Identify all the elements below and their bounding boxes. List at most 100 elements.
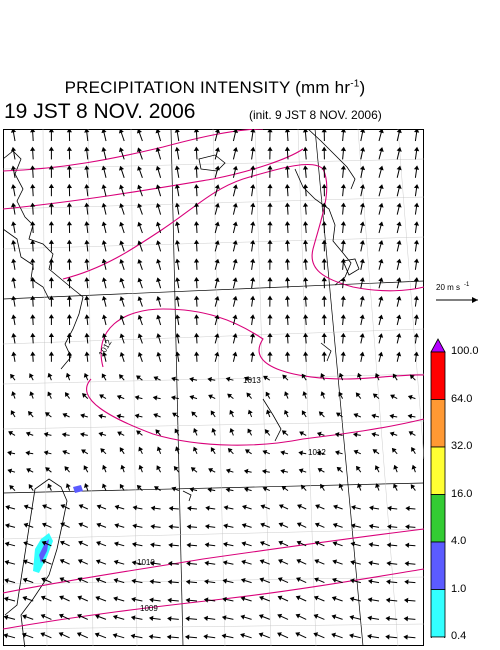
wind-vector-head (167, 597, 172, 603)
wind-vector-head (298, 468, 304, 474)
wind-vector-head (171, 376, 176, 382)
wind-vector-head (66, 202, 73, 207)
wind-vector-head (284, 129, 291, 133)
wind-vector-head (250, 165, 256, 170)
wind-vector-head (137, 240, 143, 246)
wind-vector-head (227, 448, 233, 453)
wind-vector-head (137, 333, 143, 339)
wind-vector-head (48, 129, 55, 133)
wind-vector-head (11, 184, 17, 189)
wind-vector-head (359, 351, 365, 357)
wind-vector-head (267, 314, 273, 319)
wind-vector-head (295, 632, 301, 637)
wind-vector-head (321, 129, 327, 133)
wind-vector-head (222, 541, 228, 547)
wind-vector-head (137, 184, 143, 190)
wind-vector-head (247, 409, 253, 415)
colorbar-level-label: 64.0 (451, 392, 473, 405)
wind-vector-head (277, 613, 283, 619)
wind-vector-head (48, 258, 55, 263)
isobar (86, 378, 425, 446)
wind-vector-head (150, 505, 156, 511)
colorbar-level-label: 1.0 (451, 582, 467, 595)
wind-vector-head (101, 146, 107, 152)
wind-vector-head (403, 597, 409, 603)
wind-vector-head (186, 560, 191, 567)
wind-vector-head (334, 431, 340, 438)
wind-vector-head (396, 221, 402, 227)
wind-vector-head (64, 466, 70, 471)
wind-vector-head (193, 183, 200, 189)
wind-vector-head (250, 221, 256, 226)
wind-vector-head (100, 448, 106, 453)
wind-vector-head (357, 483, 362, 488)
wind-vector-head (204, 579, 209, 585)
wind-vector-head (174, 202, 180, 208)
wind-vector-head (119, 184, 124, 190)
wind-vector-head (284, 146, 291, 151)
wind-vector-head (66, 129, 73, 133)
wind-vector-head (119, 221, 125, 227)
wind-vector-head (214, 333, 220, 338)
wind-vector-head (186, 524, 192, 530)
wind-vector-head (261, 469, 267, 475)
wind-vector-head (137, 296, 143, 301)
wind-vector-head (369, 505, 374, 511)
wind-vector-head (267, 202, 273, 207)
wind-vector-head (83, 372, 89, 378)
wind-vector-head (408, 431, 414, 436)
wind-vector-head (250, 295, 256, 301)
wind-vector-head (403, 616, 409, 622)
wind-vector-head (173, 465, 179, 471)
wind-vector-head (116, 413, 121, 419)
wind-vector-head (43, 431, 49, 438)
wind-vector-head (191, 411, 197, 417)
wind-vector-head (404, 579, 409, 585)
wind-vector-head (189, 487, 195, 493)
wind-vector-head (280, 450, 286, 456)
wind-vector-head (66, 165, 73, 170)
isobar-label: 1009 (140, 604, 158, 613)
wind-vector-head (410, 484, 416, 490)
wind-vector-head (303, 332, 309, 338)
wind-vector-head (241, 523, 247, 529)
wind-vector-head (214, 314, 220, 320)
wind-vector-head (137, 259, 143, 264)
wind-vector-head (134, 395, 140, 401)
wind-vector-head (353, 449, 359, 455)
wind-vector-head (333, 504, 338, 510)
wind-vector-head (94, 632, 100, 638)
wind-vector-head (47, 483, 53, 489)
wind-vector-head (208, 468, 214, 473)
wind-vector-head (389, 413, 394, 419)
wind-vector-head (260, 522, 266, 528)
wind-vector-head (232, 221, 238, 227)
wind-vector-head (390, 394, 396, 400)
wind-vector-head (222, 560, 228, 566)
wind-vector-head (396, 333, 402, 338)
wind-vector-head (338, 391, 344, 397)
valid-time: 19 JST 8 NOV. 2006 (4, 100, 196, 123)
wind-vector-head (349, 633, 354, 639)
wind-vector-head (41, 540, 47, 546)
wind-vector-head (405, 524, 410, 530)
wind-vector-head (396, 184, 402, 189)
wind-vector-head (66, 276, 72, 282)
wind-vector-head (4, 523, 10, 529)
wind-vector-head (30, 276, 36, 282)
wind-vector-head (359, 184, 365, 189)
wind-vector-head (64, 392, 70, 398)
wind-vector-head (40, 595, 46, 601)
wind-vector-head (175, 351, 181, 357)
wind-vector-head (77, 577, 83, 583)
wind-vector-head (102, 351, 108, 357)
wind-vector-head (284, 165, 291, 170)
wind-vector-head (331, 596, 337, 602)
colorbar-box (430, 589, 446, 638)
wind-vector-head (41, 522, 47, 528)
wind-vector-head (194, 351, 200, 356)
wind-vector-head (413, 239, 420, 245)
weather-map: 1012 1013 1012 1010 1009 (3, 129, 425, 647)
colorbar-box (430, 351, 446, 400)
wind-vector-head (29, 165, 36, 170)
